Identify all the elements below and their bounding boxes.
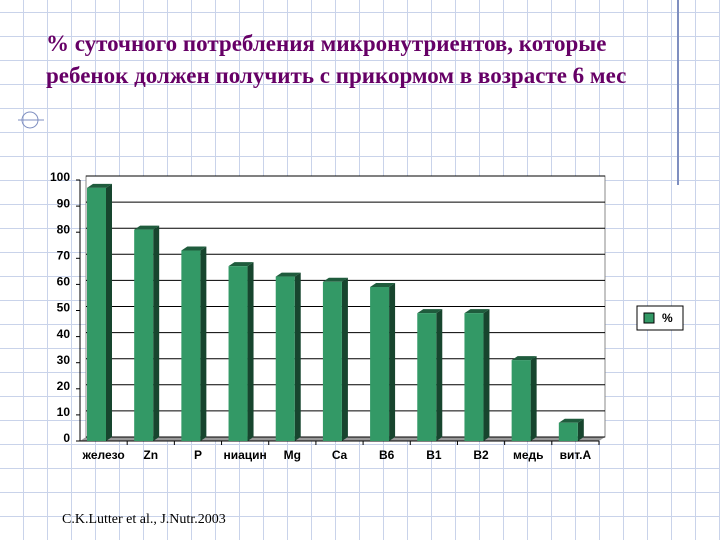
bar-side: [577, 418, 584, 441]
x-tick-label: Ca: [332, 448, 348, 462]
bar: [322, 281, 342, 441]
bar: [558, 422, 578, 441]
bar-side: [106, 183, 112, 441]
bar: [87, 187, 106, 441]
bar: [511, 360, 531, 441]
bar: [275, 276, 295, 441]
bar-side: [436, 309, 443, 441]
y-tick-label: 20: [57, 379, 71, 393]
y-tick-label: 10: [57, 405, 71, 419]
bar: [370, 287, 390, 441]
bar: [134, 229, 154, 441]
bar-side: [483, 309, 490, 441]
y-tick-label: 80: [57, 222, 71, 236]
y-tick-label: 50: [57, 301, 71, 315]
bar-top: [511, 356, 537, 361]
x-tick-label: B2: [473, 448, 489, 462]
x-tick-label: B6: [379, 448, 395, 462]
x-tick-label: ниацин: [223, 448, 266, 462]
y-tick-label: 100: [50, 170, 70, 184]
bar-top: [558, 418, 584, 423]
bar-top: [322, 277, 348, 282]
legend-swatch: [643, 312, 655, 324]
bar-top: [181, 246, 207, 251]
y-tick-label: 90: [57, 196, 71, 210]
bar-top: [417, 309, 443, 314]
bar-side: [153, 225, 160, 441]
x-tick-label: Mg: [284, 448, 301, 462]
bar: [228, 266, 248, 441]
y-tick-label: 60: [57, 275, 71, 289]
bar: [417, 313, 437, 441]
x-tick-label: железо: [82, 448, 125, 462]
slide-title: % суточного потребления микронутриентов,…: [46, 31, 627, 88]
source-note: C.K.Lutter et al., J.Nutr.2003: [62, 512, 226, 527]
bar: [181, 250, 201, 441]
x-tick-label: P: [194, 448, 202, 462]
bar-side: [389, 283, 396, 441]
bar-side: [200, 246, 207, 441]
bar-side: [530, 356, 537, 441]
bar-side: [247, 262, 254, 441]
bar-top: [370, 283, 396, 288]
legend-label: %: [662, 311, 673, 325]
x-tick-label: B1: [426, 448, 442, 462]
bar-top: [275, 272, 301, 277]
bar-top: [134, 225, 160, 230]
y-tick-label: 40: [57, 327, 71, 341]
bar-top: [87, 183, 112, 188]
bar-top: [464, 309, 490, 314]
bar-top: [228, 262, 254, 267]
x-tick-label: Zn: [143, 448, 158, 462]
y-tick-label: 0: [63, 431, 70, 445]
bar: [464, 313, 484, 441]
bar-side: [294, 272, 301, 441]
y-tick-label: 70: [57, 248, 71, 262]
y-tick-label: 30: [57, 353, 71, 367]
x-tick-label: вит.А: [560, 448, 592, 462]
bar-side: [341, 277, 348, 441]
x-tick-label: медь: [513, 448, 544, 462]
